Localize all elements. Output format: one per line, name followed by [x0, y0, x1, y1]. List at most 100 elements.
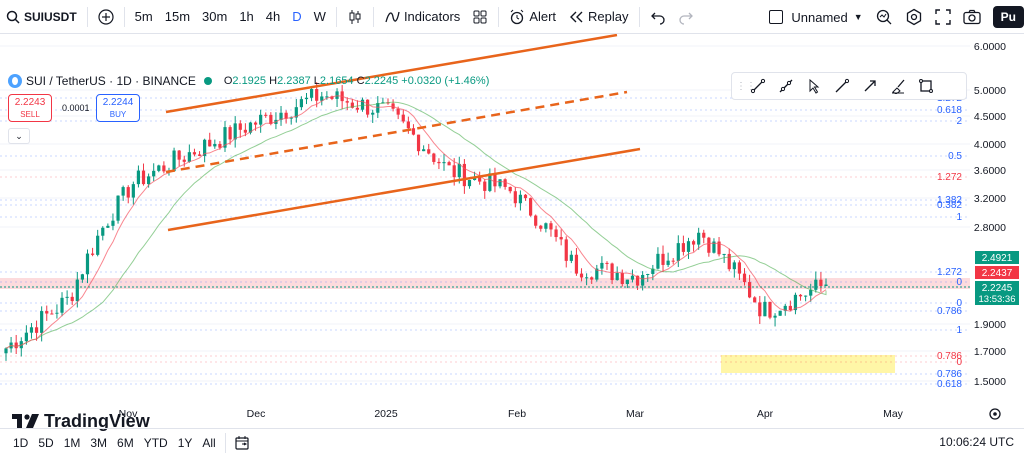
- indicators-button[interactable]: Indicators: [378, 0, 466, 34]
- axis-settings-button[interactable]: [989, 408, 1001, 420]
- fib-lines: [0, 97, 970, 385]
- range-1d[interactable]: 1D: [13, 435, 29, 450]
- candle-body: [177, 150, 181, 160]
- candle-body: [371, 112, 375, 115]
- channel-lines[interactable]: [165, 33, 641, 232]
- toolbar-right: Unnamed ▼: [763, 0, 1024, 34]
- price-axis[interactable]: 6.0000 5.0000 4.5000 4.0000 3.6000 3.2000 2.80…: [974, 41, 1006, 388]
- chart-legend[interactable]: SUI / TetherUS · 1D · BINANCE O2.1925 H2…: [8, 74, 489, 88]
- timeframe-30m[interactable]: 30m: [202, 9, 228, 24]
- divider: [638, 6, 640, 27]
- candle-body: [294, 107, 298, 118]
- snapshot-button[interactable]: [957, 0, 987, 34]
- time-tick-label: May: [883, 408, 904, 420]
- quick-search-button[interactable]: [869, 0, 899, 34]
- time-axis[interactable]: Nov Dec 2025 Feb Mar Apr May: [119, 408, 904, 420]
- candle-body: [585, 277, 589, 279]
- rectangle-tool-icon[interactable]: [912, 74, 940, 98]
- candle-body: [126, 187, 130, 198]
- range-1y[interactable]: 1Y: [177, 435, 193, 450]
- channel-upper-line[interactable]: [165, 33, 618, 114]
- alert-button[interactable]: Alert: [503, 0, 562, 34]
- candle-body: [437, 161, 441, 164]
- open-value: 2.1925: [232, 75, 267, 87]
- extended-line-tool-icon[interactable]: [828, 74, 856, 98]
- channel-mid-line[interactable]: [165, 90, 628, 174]
- range-all[interactable]: All: [202, 435, 216, 450]
- buy-price: 2.2244: [102, 97, 134, 108]
- timeframe-5m[interactable]: 5m: [134, 9, 153, 24]
- chevron-down-icon: ⌄: [15, 131, 23, 141]
- price-tick-label: 6.0000: [974, 41, 1006, 53]
- settings-button[interactable]: [899, 0, 929, 34]
- ray-tool-icon[interactable]: [772, 74, 800, 98]
- candle-body: [182, 159, 186, 162]
- candle-body: [610, 263, 614, 281]
- channel-lower-line[interactable]: [167, 147, 641, 232]
- buy-label: BUY: [109, 110, 127, 119]
- candle-body: [559, 237, 563, 240]
- replay-button[interactable]: Replay: [562, 0, 634, 34]
- candle-body: [554, 229, 558, 238]
- drag-handle-icon[interactable]: ⋮⋮: [736, 80, 756, 92]
- chart-type-button[interactable]: [341, 0, 369, 34]
- fib-level-label: 0.618: [937, 105, 962, 116]
- calendar-range-icon[interactable]: [234, 435, 250, 451]
- brush-tool-icon[interactable]: [884, 74, 912, 98]
- range-3m[interactable]: 3M: [90, 435, 108, 450]
- tradingview-logo-icon: [12, 413, 39, 428]
- candle-body: [136, 170, 141, 185]
- compare-button[interactable]: [92, 0, 120, 34]
- chart-area[interactable]: 6.0000 5.0000 4.5000 4.0000 3.6000 3.2000 2.80…: [0, 33, 1024, 431]
- fullscreen-button[interactable]: [929, 0, 957, 34]
- legend-ohlc: O2.1925 H2.2387 L2.1654 C2.2245 +0.0320 …: [224, 75, 490, 87]
- publish-button[interactable]: Pu: [992, 6, 1024, 28]
- timeframe-15m[interactable]: 15m: [164, 9, 191, 24]
- drawing-toolbar[interactable]: ⋮⋮: [731, 72, 967, 100]
- gear-icon[interactable]: [989, 408, 1001, 420]
- layouts-button[interactable]: [466, 0, 494, 34]
- timeframe-4h[interactable]: 4h: [265, 9, 281, 24]
- layout-name: Unnamed: [791, 9, 848, 25]
- arrow-tool-icon[interactable]: [856, 74, 884, 98]
- fib-level-label: 0.786: [937, 369, 962, 380]
- candle-body: [681, 243, 685, 252]
- candle-body: [279, 112, 283, 120]
- buy-button[interactable]: 2.2244 BUY: [96, 94, 140, 122]
- candle-body: [24, 332, 28, 342]
- cursor-tool-icon[interactable]: [800, 74, 828, 98]
- candle-body: [259, 114, 263, 125]
- sell-button[interactable]: 2.2243 SELL: [8, 94, 52, 122]
- candle-body: [544, 223, 548, 229]
- timeframe-d[interactable]: D: [292, 9, 302, 24]
- market-status-dot: [203, 77, 212, 85]
- price-chart[interactable]: 6.0000 5.0000 4.5000 4.0000 3.6000 3.2000 2.80…: [0, 33, 1024, 425]
- grid-icon: [472, 9, 488, 25]
- symbol-search[interactable]: SUIUSDT: [0, 0, 83, 34]
- range-1m[interactable]: 1M: [63, 435, 81, 450]
- candle-body: [411, 128, 416, 135]
- candle-body: [203, 139, 207, 156]
- redo-button[interactable]: [672, 0, 700, 34]
- undo-button[interactable]: [644, 0, 672, 34]
- price-tick-label: 3.6000: [974, 165, 1006, 177]
- range-5d[interactable]: 5D: [38, 435, 54, 450]
- layout-name-button[interactable]: Unnamed ▼: [763, 0, 868, 34]
- alarm-clock-icon: [509, 9, 525, 25]
- indicators-label: Indicators: [403, 9, 461, 24]
- utc-clock[interactable]: 10:06:24 UTC: [939, 435, 1014, 449]
- time-tick-label: Nov: [119, 408, 138, 420]
- timeframe-w[interactable]: W: [313, 9, 326, 24]
- candle-body: [641, 274, 645, 286]
- zones: [0, 278, 970, 373]
- candle-body: [625, 279, 629, 285]
- range-6m[interactable]: 6M: [117, 435, 134, 450]
- timeframe-1h[interactable]: 1h: [239, 9, 254, 24]
- collapse-legend-button[interactable]: ⌄: [8, 128, 30, 144]
- alert-label: Alert: [529, 9, 557, 24]
- range-ytd[interactable]: YTD: [143, 435, 168, 450]
- sell-label: SELL: [20, 110, 40, 119]
- trend-line-tool-icon[interactable]: [744, 74, 772, 98]
- candle-body: [697, 232, 701, 245]
- price-tick-label: 3.2000: [974, 193, 1006, 205]
